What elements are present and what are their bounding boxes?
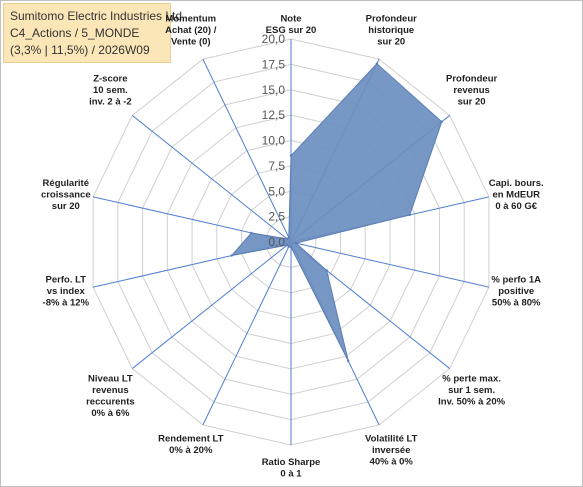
radar-tick-label: 5,0: [268, 184, 285, 198]
radar-data-point: [325, 269, 328, 272]
radar-axis-label: Régularité croissance sur 20: [41, 178, 91, 212]
radar-spoke: [131, 115, 292, 243]
radar-axis-label: Profondeur historique sur 20: [366, 13, 417, 47]
radar-spoke: [202, 241, 292, 426]
radar-spoke: [290, 241, 490, 288]
radar-data-point: [285, 243, 289, 247]
radar-spoke: [131, 241, 292, 369]
radar-axis-label: Profondeur revenus sur 20: [446, 74, 497, 108]
radar-data-point: [287, 236, 290, 239]
radar-tick-label: 15,0: [262, 83, 286, 97]
radar-axis-label: Volatilité LT inversée 40% à 0%: [365, 434, 418, 468]
radar-data-point: [230, 254, 233, 257]
radar-axis-label: Note ESG sur 20: [266, 14, 317, 37]
radar-tick-label: 20,0: [262, 32, 286, 46]
radar-data-point: [375, 62, 379, 65]
radar-data-point: [250, 231, 253, 235]
radar-axis-label: Perfo. LT vs index -8% à 12%: [43, 275, 90, 309]
chart-title-line-2: C4_Actions / 5_MONDE: [10, 26, 140, 40]
radar-tick-label: 12,5: [262, 108, 286, 122]
radar-data-point: [285, 237, 289, 241]
radar-axis-label: Ratio Sharpe 0 à 1: [262, 457, 321, 480]
chart-title-line-1: Sumitomo Electric Industries Ltd: [10, 9, 183, 23]
radar-data-point: [408, 213, 411, 217]
radar-data-point: [289, 154, 293, 157]
chart-title-line-3: (3,3% | 11,5%) / 2026W09: [10, 43, 150, 57]
radar-axis-label: % perfo 1A positive 50% à 80%: [491, 275, 541, 309]
radar-tick-label: 0,0: [268, 235, 285, 249]
radar-tick-label: 10,0: [262, 134, 286, 148]
radar-tick-label: 2,5: [268, 210, 285, 224]
radar-data-point: [289, 245, 293, 249]
chart-title-box: Sumitomo Electric Industries Ltd C4_Acti…: [3, 3, 183, 63]
radar-data-point: [287, 245, 290, 248]
radar-tick-label: 7,5: [268, 159, 285, 173]
radar-axis-label: Capi. bours. en MdEUR 0 à 60 G€: [489, 178, 544, 212]
radar-axis-label: Momentum Achat (20) / Vente (0): [165, 13, 217, 47]
radar-axis-label: % perte max. sur 1 sem. Inv. 50% à 20%: [438, 373, 505, 407]
radar-axis-label: Rendement LT 0% à 20%: [158, 434, 223, 457]
radar-data-point: [294, 241, 298, 245]
radar-axis-label: Z-score 10 sem. inv. 2 à -2: [89, 74, 132, 108]
radar-tick-label: 17,5: [262, 57, 286, 71]
radar-spoke: [202, 58, 292, 243]
radar-data-point: [440, 120, 443, 123]
radar-axis-label: Niveau LT revenus reccurents 0% à 6%: [86, 373, 135, 419]
radar-data-point: [347, 359, 350, 363]
